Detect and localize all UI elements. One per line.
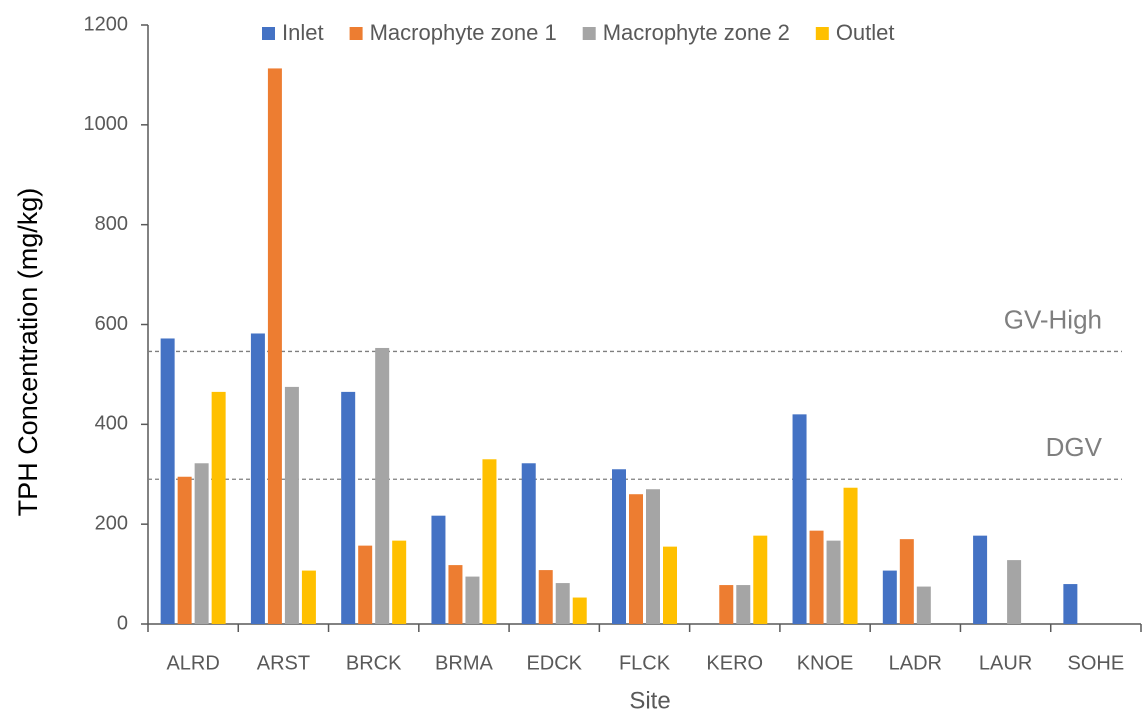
x-axis-label: Site [629,687,670,714]
bar [431,515,446,624]
bar [267,68,282,625]
bar [612,469,626,624]
x-tick-label: FLCK [619,652,671,674]
bar [250,333,265,624]
bar [358,545,373,624]
legend-swatch [815,27,829,40]
bar [736,585,751,624]
bar [792,414,807,624]
legend-swatch [349,27,363,40]
bar [843,487,858,624]
x-tick-label: ALRD [166,652,219,674]
bar [1063,584,1078,624]
y-tick-label: 800 [95,213,128,235]
bar [719,585,734,624]
y-tick-label: 400 [95,413,128,435]
bar [899,539,914,624]
y-tick-label: 200 [95,512,128,534]
x-tick-label: EDCK [526,652,582,674]
legend-label: Outlet [836,20,895,45]
bar [916,586,931,624]
bar [646,489,660,624]
bar [301,570,316,624]
bar [572,597,587,624]
legend-swatch [262,27,275,40]
x-tick-label: BRCK [346,652,402,674]
legend-swatch [582,27,596,40]
legend-label: Inlet [282,20,324,45]
y-tick-label: 600 [95,313,128,335]
bar [882,570,897,624]
bar [211,391,226,624]
bar [465,576,480,624]
bar [629,494,643,624]
bar [160,338,175,624]
bar [177,476,192,624]
y-axis-label: TPH Concentration (mg/kg) [13,188,43,517]
reference-label: GV-High [1004,304,1102,334]
bar [194,463,209,624]
bar [375,347,390,624]
bar [1007,560,1022,624]
x-tick-label: KNOE [797,652,854,674]
bar [538,570,553,624]
bar [448,565,463,624]
bar [753,535,768,624]
x-tick-label: KERO [706,652,763,674]
bar [826,540,841,624]
bar [973,535,988,624]
bar [809,530,824,624]
x-tick-label: LADR [889,652,942,674]
bar [555,583,570,624]
y-tick-label: 1000 [84,113,129,135]
bar [482,459,497,624]
bar [663,546,677,624]
x-tick-label: LAUR [979,652,1032,674]
x-tick-label: SOHE [1068,652,1125,674]
bar [521,463,536,624]
x-tick-label: BRMA [435,652,493,674]
bar [284,386,299,624]
legend-label: Macrophyte zone 1 [370,20,557,45]
bar [341,391,356,624]
legend-label: Macrophyte zone 2 [603,20,790,45]
x-tick-label: ARST [257,652,310,674]
bar [392,540,407,624]
y-tick-label: 0 [117,612,128,634]
y-tick-label: 1200 [84,13,129,35]
reference-label: DGV [1046,432,1103,462]
